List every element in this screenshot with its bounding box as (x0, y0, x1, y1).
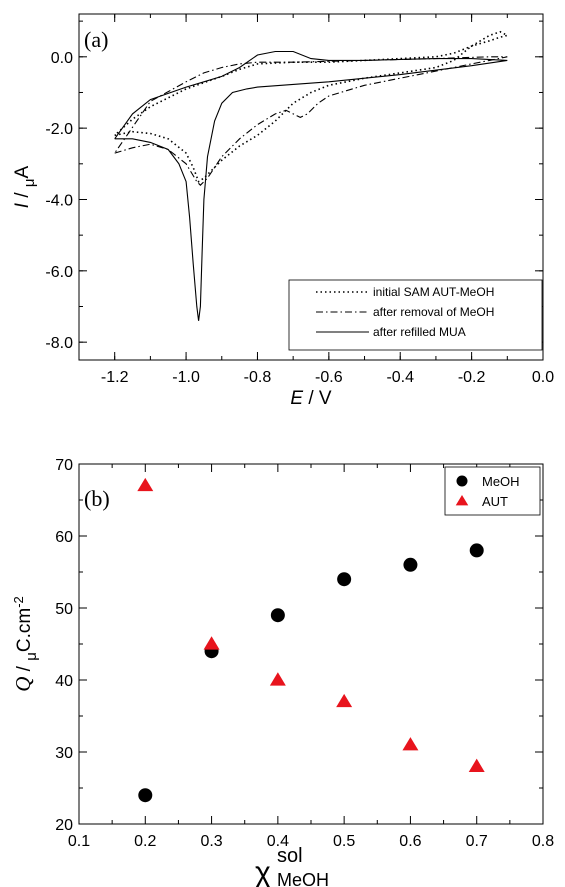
data-point-aut (468, 758, 485, 772)
x-tick-label: 0.2 (134, 833, 156, 850)
y-tick-label: -8.0 (45, 335, 73, 352)
x-axis-title-sub: MeOH (277, 870, 329, 887)
data-point-meoh (403, 557, 418, 572)
data-point-aut (336, 693, 353, 708)
x-axis-title: χ sol MeOH (255, 845, 329, 887)
legend-box (288, 279, 543, 351)
legend-label: AUT (482, 494, 508, 509)
x-tick-label: -0.8 (244, 369, 272, 386)
y-tick-label: 60 (55, 529, 73, 546)
y-tick-label: 20 (55, 817, 73, 834)
series-line-dotted (114, 30, 510, 183)
y-axis-title-sep: / (14, 661, 35, 677)
data-point-aut (203, 636, 220, 650)
y-tick-label: 0.0 (51, 50, 73, 67)
y-tick-label: 30 (55, 745, 73, 762)
x-tick-label: 0.8 (532, 833, 554, 850)
y-axis-title-var: I (12, 202, 33, 208)
y-tick-label: 50 (55, 601, 73, 618)
x-tick-label: 0.3 (200, 833, 222, 850)
y-tick-label: 70 (55, 457, 73, 474)
legend-marker (456, 475, 468, 487)
x-axis-title-var: χ (255, 856, 271, 887)
x-tick-label: 0.7 (466, 833, 488, 850)
x-tick-label: -0.4 (386, 369, 414, 386)
x-tick-label: -0.6 (315, 369, 343, 386)
chart-panel-a: -1.2 -1.0 -0.8 -0.6 -0.4 -0.2 0.0 0.0 -2.0 -4.0 -6… (12, 13, 554, 409)
y-axis-title-sub: μ (23, 652, 40, 661)
series-line-solid (114, 50, 508, 321)
data-point-meoh (337, 572, 352, 587)
x-tick-label: 0.6 (399, 833, 421, 850)
y-axis-title: Q / μC.cm-2 (11, 596, 40, 692)
x-tick-label: -0.2 (458, 369, 486, 386)
legend-label: initial SAM AUT-MeOH (373, 285, 494, 299)
legend-label: after refilled MUA (373, 325, 466, 339)
legend-label: MeOH (482, 474, 520, 489)
y-tick-label: -2.0 (45, 121, 73, 138)
y-tick-label: 40 (55, 673, 73, 690)
y-tick-label: -4.0 (45, 192, 73, 209)
data-point-meoh (469, 543, 484, 558)
chart-panel-b: 0.1 0.2 0.3 0.4 0.5 0.6 0.7 0.8 20 30 40 50 60 70 (b) χ… (11, 457, 554, 887)
x-tick-label: 0.1 (68, 833, 90, 850)
legend-label: after removal of MeOH (373, 305, 494, 319)
x-tick-label: 0.5 (333, 833, 355, 850)
x-tick-label: -1.0 (172, 369, 200, 386)
y-axis-title-unit: A (12, 165, 33, 178)
series-line-dashdot (114, 56, 508, 186)
data-point-meoh (270, 608, 285, 623)
data-point-meoh (138, 788, 153, 803)
x-axis-title-unit: / V (303, 388, 332, 409)
y-axis-title-sup: -2 (11, 596, 26, 608)
panel-label-a: (a) (84, 27, 108, 52)
y-axis-title-unit: C.cm (14, 608, 35, 652)
plot-frame (78, 13, 544, 361)
data-point-aut (269, 672, 286, 686)
panel-label-b: (b) (84, 486, 110, 511)
x-tick-label: 0.0 (532, 369, 554, 386)
data-point-aut (137, 477, 154, 492)
y-axis-title: I / μA (12, 165, 38, 208)
y-axis-title-sep: / (12, 187, 33, 203)
x-axis-title-var: E (290, 388, 303, 409)
y-tick-label: -6.0 (45, 264, 73, 281)
y-axis-title-sub: μ (21, 178, 38, 187)
legend-marker (455, 494, 469, 506)
x-tick-label: -1.2 (101, 369, 129, 386)
data-point-aut (402, 737, 419, 751)
x-axis-title: E / V (290, 388, 332, 409)
x-axis-title-sup: sol (277, 845, 303, 867)
x-tick-label: 0.4 (267, 833, 289, 850)
y-axis-title-var: Q (11, 677, 35, 692)
legend-box (444, 466, 541, 516)
